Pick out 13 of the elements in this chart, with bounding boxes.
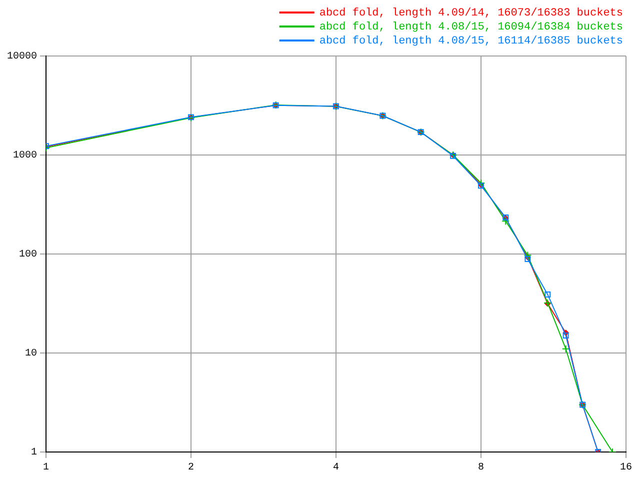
x-tick-label: 2 — [188, 462, 194, 474]
x-tick-label: 8 — [478, 462, 484, 474]
y-tick-label: 1000 — [12, 150, 38, 162]
y-tick-label: 10000 — [6, 52, 38, 63]
legend-label: abcd fold, length 4.08/15, 16094/16384 buckets — [319, 21, 624, 34]
legend-label: abcd fold, length 4.09/14, 16073/16383 buckets — [319, 7, 624, 20]
y-tick-label: 1 — [30, 448, 38, 459]
y-tick-label: 10 — [24, 348, 38, 360]
x-tick-label: 16 — [620, 462, 632, 474]
legend-label: abcd fold, length 4.08/15, 16114/16385 buckets — [319, 35, 624, 48]
x-tick-label: 4 — [332, 462, 340, 474]
x-tick-label: 1 — [42, 462, 50, 474]
y-tick-label: 100 — [18, 250, 38, 261]
